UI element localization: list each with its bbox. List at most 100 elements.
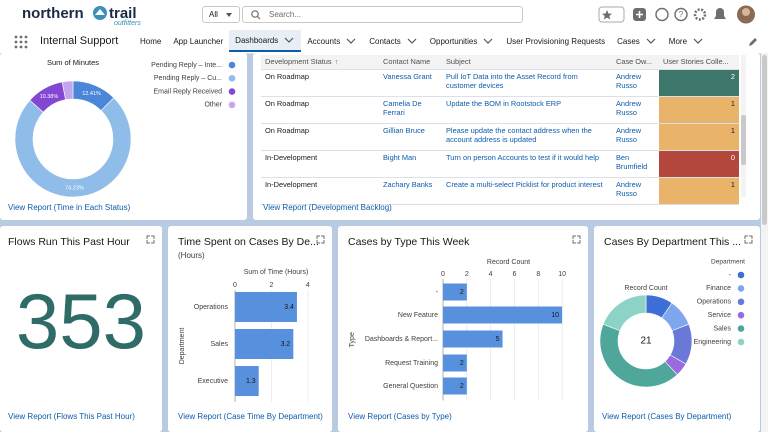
table-cell[interactable]: Andrew Russo — [612, 177, 659, 205]
bar — [443, 330, 503, 348]
help[interactable] — [674, 7, 688, 22]
x-tick-label: 10 — [558, 271, 566, 278]
nav-tab[interactable]: Dashboards — [229, 30, 302, 52]
table-cell[interactable]: Pull IoT Data into the Asset Record from… — [442, 69, 612, 97]
nav-tab[interactable]: Opportunities — [424, 30, 501, 52]
cell-text: Zachary Banks — [383, 180, 433, 189]
table-cell[interactable]: Turn on person Accounts to test if it wo… — [442, 150, 612, 178]
logo-sub: outfitters — [114, 20, 141, 27]
expand-icon[interactable] — [146, 235, 155, 244]
legend-label: Email Reply Received — [154, 88, 223, 95]
highlight-cell: 2 — [659, 69, 739, 97]
legend-label: Service — [708, 312, 731, 319]
column-header[interactable]: Subject — [442, 55, 612, 70]
table-row: On Roadmap Vanessa Grant Pull IoT Data int… — [261, 69, 739, 97]
donut-chart: Record Count 21 Department - Finance Operatio… — [599, 259, 745, 388]
setup[interactable] — [693, 8, 707, 21]
cell-text: In-Development — [265, 180, 318, 189]
legend-swatch — [228, 88, 236, 95]
table-cell[interactable]: Create a multi-select Picklist for produ… — [442, 177, 612, 205]
dashboard-widget: Development Status ↑ Contact Name Subject Ca… — [253, 53, 760, 220]
nav-tab-label: Dashboards — [235, 35, 279, 45]
column-header-label: Contact Name — [383, 57, 431, 66]
table-cell[interactable]: Camelia De Ferrari — [379, 96, 442, 124]
search-box[interactable]: Search... — [242, 6, 523, 23]
widget-subtitle: (Hours) — [178, 251, 205, 260]
expand-icon[interactable] — [316, 235, 325, 244]
bar — [443, 354, 467, 372]
center-caption: Record Count — [624, 285, 667, 292]
nav-tab[interactable]: More — [663, 30, 710, 52]
cell-text: 1 — [730, 99, 735, 108]
expand-icon[interactable] — [572, 235, 581, 244]
donut-slice — [602, 294, 647, 332]
table-cell[interactable]: Gillian Bruce — [379, 123, 442, 151]
cell-text: On Roadmap — [265, 126, 309, 135]
nav-tab[interactable]: App Launcher — [167, 30, 229, 52]
bar — [235, 292, 297, 322]
notifications[interactable] — [714, 8, 726, 19]
view-report-link[interactable]: View Report (Time in Each Status) — [8, 203, 131, 212]
column-header-label: Case Ow... — [616, 57, 653, 66]
nav-tab[interactable]: Contacts — [363, 30, 424, 52]
bar-chart: Record Count 0 2 4 6 8 10 Type - 2 New Feature 10 Da… — [349, 259, 566, 401]
table-cell[interactable]: Andrew Russo — [612, 69, 659, 97]
view-report-link[interactable]: View Report (Cases By Department) — [602, 412, 732, 421]
view-report-link[interactable]: View Report (Case Time By Department) — [178, 412, 323, 421]
column-header[interactable]: Development Status ↑ — [261, 55, 379, 70]
donut-total: 21 — [640, 336, 652, 347]
edit-nav[interactable] — [747, 36, 759, 48]
nav-tab[interactable]: Cases — [611, 30, 663, 52]
table-cell[interactable]: Andrew Russo — [612, 123, 659, 151]
donut-chart: 12.41% 74.23% 10.38% Pending Reply – Inte..… — [14, 61, 236, 198]
column-header[interactable]: User Stories Colle... — [659, 55, 739, 70]
view-report-link[interactable]: View Report (Flows This Past Hour) — [8, 412, 135, 421]
table-cell[interactable]: Ben Brumfield — [612, 150, 659, 178]
nav-tab-label: Accounts — [307, 36, 341, 46]
cell-text: Camelia De Ferrari — [383, 99, 422, 117]
chevron — [693, 38, 703, 44]
legend-swatch — [737, 271, 745, 279]
bar-value-label: 2 — [460, 383, 464, 390]
header-icons: ? — [598, 5, 755, 24]
view-report-link[interactable]: View Report (Development Backlog) — [263, 203, 392, 212]
bar — [443, 306, 563, 324]
search-scope-label: All — [209, 10, 218, 19]
dashboard-widget: Cases By Department This ... Record Count… — [594, 226, 760, 432]
slice-label: 74.23% — [65, 185, 84, 191]
table-cell[interactable]: Andrew Russo — [612, 96, 659, 124]
view-report-link[interactable]: View Report (Cases by Type) — [348, 412, 452, 421]
dashboard-widget: Time Spent on Cases By De... (Hours) Sum o… — [168, 226, 332, 432]
trailhead[interactable] — [655, 7, 669, 22]
bar-chart: Sum of Time (Hours) 0 2 4 Department Operatio… — [179, 269, 310, 402]
app-launcher-icon[interactable] — [14, 35, 28, 49]
highlight-cell: 0 — [659, 150, 739, 178]
metric-value: 353 — [15, 277, 147, 365]
nav-tab[interactable]: User Provisioning Requests — [500, 30, 611, 52]
favorites[interactable] — [598, 6, 625, 23]
chevron-shape — [646, 38, 656, 44]
table-cell[interactable]: Update the BOM in Rootstock ERP — [442, 96, 612, 124]
page-scrollbar[interactable] — [761, 53, 768, 432]
table-cell: On Roadmap — [261, 96, 379, 124]
table-row: In-Development Bight Man Turn on person Ac… — [261, 150, 739, 178]
dashboard-widget: Sum of Minutes 12.41% 74.23% 10.38% Pending … — [0, 53, 247, 220]
nav-tab[interactable]: Home — [134, 30, 167, 52]
table-cell[interactable]: Zachary Banks — [379, 177, 442, 205]
column-header[interactable]: Case Ow... — [612, 55, 659, 70]
table-cell: On Roadmap — [261, 69, 379, 97]
cell-text: 0 — [730, 153, 735, 162]
column-header-label: User Stories Colle... — [663, 57, 729, 66]
cell-text: Pull IoT Data into the Asset Record from… — [446, 72, 578, 90]
table-cell[interactable]: Please update the contact address when t… — [442, 123, 612, 151]
table-cell[interactable]: Vanessa Grant — [379, 69, 442, 97]
expand-icon[interactable] — [744, 235, 753, 244]
nav-tab[interactable]: Accounts — [301, 30, 363, 52]
column-header[interactable]: Contact Name — [379, 55, 442, 70]
legend-swatch — [228, 75, 236, 82]
table-cell[interactable]: Bight Man — [379, 150, 442, 178]
bar — [235, 329, 294, 359]
y-tick-label: General Question — [383, 383, 438, 390]
y-tick-label: Executive — [198, 378, 228, 385]
search-scope[interactable]: All — [202, 6, 240, 23]
